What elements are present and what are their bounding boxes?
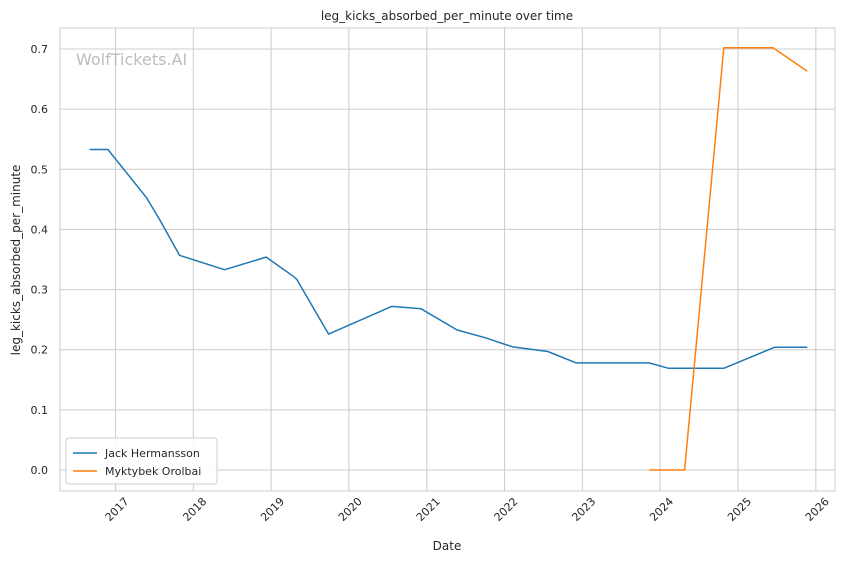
legend-box	[65, 437, 218, 485]
y-tick-label: 0.5	[31, 163, 49, 176]
plot-area	[59, 27, 836, 492]
y-tick-label: 0.1	[31, 404, 49, 417]
x-axis-label: Date	[433, 539, 462, 553]
y-tick-label: 0.6	[31, 103, 49, 116]
legend-label-jack-hermansson: Jack Hermansson	[104, 447, 200, 460]
series-line-jack-hermansson	[89, 148, 808, 370]
y-tick-label: 0.4	[31, 223, 49, 236]
y-tick-label: 0.2	[31, 344, 49, 357]
watermark: WolfTickets.AI	[76, 50, 187, 69]
chart-title: leg_kicks_absorbed_per_minute over time	[321, 9, 573, 23]
series-layer	[89, 47, 808, 471]
series-line-myktybek-orolbai	[649, 47, 808, 471]
y-axis-label: leg_kicks_absorbed_per_minute	[9, 165, 23, 356]
y-tick-label: 0.3	[31, 284, 49, 297]
y-tick-label: 0.7	[31, 43, 49, 56]
y-axis-ticks: 0.0 0.1 0.2 0.3 0.4 0.5 0.6 0.7	[31, 43, 49, 477]
legend: Jack Hermansson Myktybek Orolbai	[65, 437, 218, 485]
y-tick-label: 0.0	[31, 464, 49, 477]
legend-label-myktybek-orolbai: Myktybek Orolbai	[105, 465, 201, 478]
